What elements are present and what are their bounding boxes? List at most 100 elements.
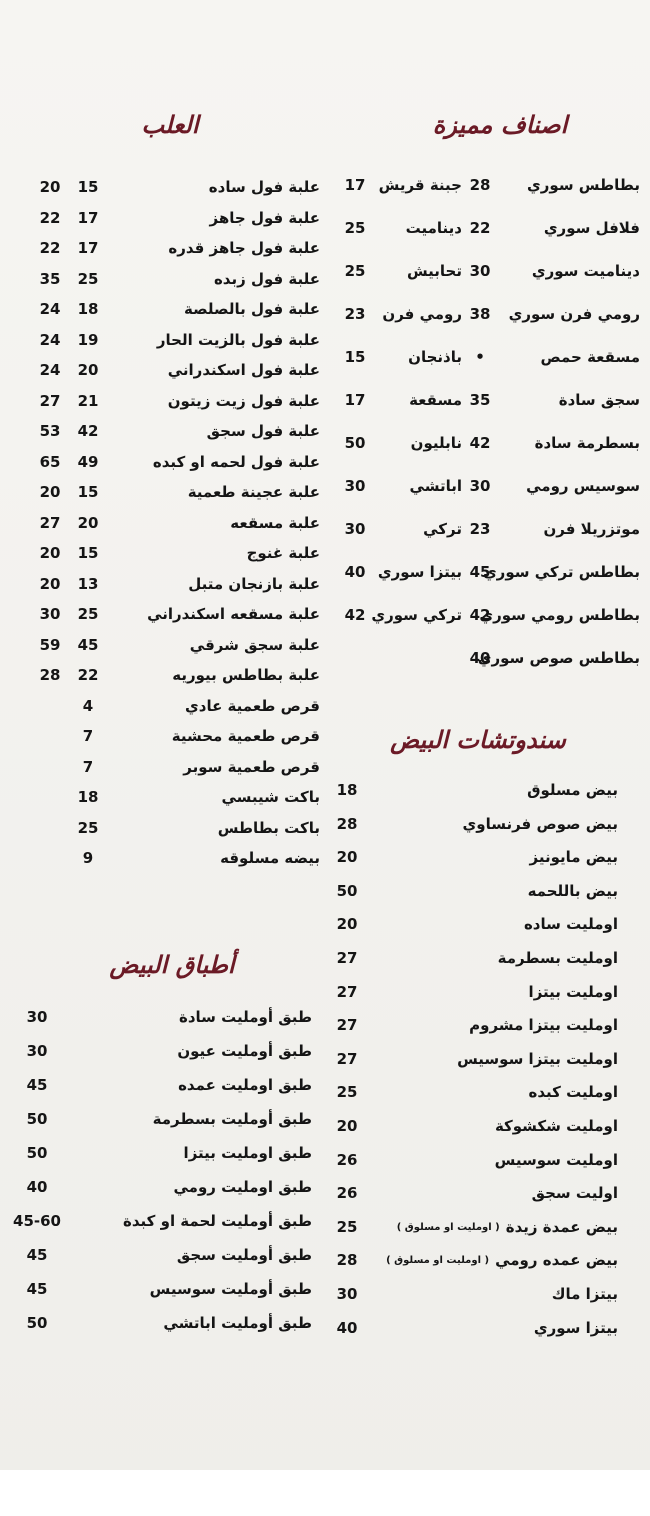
item-price: 22 (39, 239, 61, 257)
item-price: 25 (77, 818, 99, 837)
item-price: 20 (77, 361, 99, 379)
item-name: بيض صوص فرنساوي (462, 814, 619, 833)
item-name: علبة مسقعه اسكندراني (147, 605, 320, 623)
item-name: مسقعة (409, 391, 462, 409)
item-price: 50 (336, 881, 358, 900)
item-price: 50 (26, 1144, 48, 1162)
item-name: طبق أومليت عيون (177, 1042, 312, 1060)
item-name: علبة بطاطس بيوريه (172, 666, 320, 684)
item-name: علبة غنوج (246, 544, 320, 562)
item-price: 53 (39, 422, 61, 440)
item-price: 26 (336, 1150, 358, 1169)
item-name: فلافل سوري (543, 219, 640, 237)
item-price: 30 (469, 477, 491, 495)
item-price: 45 (26, 1280, 48, 1298)
item-price: 18 (336, 781, 358, 799)
item-name: بسطرمة سادة (534, 434, 640, 452)
item-price: 30 (344, 520, 366, 538)
item-price: 27 (336, 949, 358, 967)
item-name: قرص طعمية عادي (185, 696, 320, 715)
item-price: 28 (39, 666, 61, 684)
item-price: 45 (77, 635, 99, 654)
item-name: قرص طعمية سوبر (183, 757, 320, 776)
item-price: 28 (336, 1251, 358, 1270)
item-price: 13 (77, 574, 99, 593)
item-price: • (475, 348, 485, 366)
section-title: العلب (141, 110, 199, 139)
item-name: سوسيس رومي (526, 477, 640, 495)
item-price: 25 (344, 219, 366, 237)
item-name: طبق أومليت سجق (176, 1246, 312, 1264)
item-name: علبة فول سجق (206, 422, 320, 440)
item-price: 20 (77, 513, 99, 532)
item-price: 38 (469, 305, 491, 323)
item-price: 40 (336, 1318, 358, 1337)
item-name: اومليت سوسيس (494, 1150, 618, 1169)
item-price: 20 (336, 848, 358, 867)
item-price: 7 (82, 727, 94, 745)
item-price: 22 (469, 219, 491, 237)
item-price: 4 (82, 696, 94, 715)
item-price: 28 (336, 814, 358, 833)
item-name: طبق اومليت عمده (178, 1076, 312, 1094)
item-price: 30 (26, 1008, 48, 1026)
item-price: 15 (344, 348, 366, 366)
item-name: علبة فول بالصلصة (184, 300, 320, 318)
item-name: علبة فول جاهز (209, 208, 320, 227)
item-price: 17 (77, 208, 99, 227)
item-price: 25 (77, 269, 99, 288)
item-name: علبة فول لحمه او كبده (152, 452, 320, 471)
item-price: 30 (336, 1285, 358, 1303)
item-price: 18 (77, 788, 99, 806)
item-name: اومليت بيتزا (528, 982, 618, 1001)
item-name: علبة مسقعه (230, 513, 320, 532)
item-name: بيتزا سوري (533, 1318, 618, 1337)
item-name: رومي فرن سوري (508, 305, 640, 323)
item-name: طبق اومليت بيتزا (183, 1144, 312, 1162)
item-price: 27 (336, 1016, 358, 1035)
item-price: 19 (77, 330, 99, 349)
item-price: 45 (26, 1076, 48, 1094)
item-name: بطاطس رومي سوري (479, 606, 640, 624)
item-price: 30 (344, 477, 366, 495)
item-price: 25 (336, 1217, 358, 1236)
item-name: بيضه مسلوقه (220, 849, 320, 867)
item-price: 25 (77, 605, 99, 623)
item-price: 42 (77, 422, 99, 440)
item-name: طبق أومليت لحمة او كبدة (123, 1212, 312, 1230)
item-name: بيتزا ماك (551, 1285, 618, 1303)
item-name: طبق أومليت بسطرمة (152, 1110, 312, 1128)
item-name: طبق أومليت سادة (178, 1008, 312, 1026)
item-price: 17 (344, 176, 366, 194)
item-price: 40 (469, 649, 491, 667)
item-name: مسقعة حمص (540, 348, 640, 366)
item-name: طبق أومليت اباتشي (163, 1314, 312, 1332)
item-name: علبة فول بالزيت الحار (156, 330, 320, 349)
item-name: طبق اومليت رومي (173, 1178, 312, 1196)
item-price: 45-60 (13, 1212, 61, 1230)
item-name: اومليت بيتزا مشروم (469, 1016, 618, 1035)
item-price: 50 (344, 434, 366, 452)
item-price: 35 (469, 391, 491, 409)
item-price: 45 (26, 1246, 48, 1264)
item-name: اوليت سجق (531, 1184, 618, 1203)
item-price: 26 (336, 1184, 358, 1203)
item-price: 28 (469, 176, 491, 194)
item-price: 15 (77, 483, 99, 501)
section-title: اصناف مميزة (432, 110, 568, 139)
item-price: 27 (39, 391, 61, 410)
item-price: 20 (39, 178, 61, 196)
item-price: 27 (39, 513, 61, 532)
item-price: 50 (26, 1314, 48, 1332)
item-price: 30 (39, 605, 61, 623)
item-name: بيض عمده رومي (495, 1251, 618, 1270)
item-name: علبة فول جاهز قدره (168, 239, 320, 257)
item-name: موتزريلا فرن (543, 520, 641, 538)
item-price: 24 (39, 361, 61, 379)
item-price: 17 (77, 239, 99, 257)
item-name: اباتشي (409, 477, 462, 495)
item-price: 20 (39, 483, 61, 501)
item-price: 42 (469, 606, 491, 624)
item-name: ديناميت سوري (531, 262, 640, 280)
